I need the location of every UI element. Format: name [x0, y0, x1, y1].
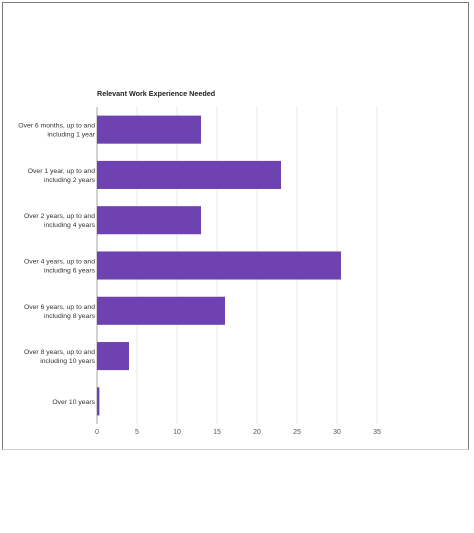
- x-tick-label: 0: [95, 429, 99, 436]
- category-labels: Over 6 months, up to and including 1 year…: [18, 123, 95, 406]
- bar-4: [97, 251, 341, 279]
- category-label: including 10 years: [40, 358, 95, 365]
- category-label: including 2 years: [44, 177, 96, 184]
- category-label: including 4 years: [44, 222, 96, 229]
- x-tick-label: 35: [373, 429, 381, 436]
- x-tick-label: 30: [333, 429, 341, 436]
- x-tick-label: 10: [173, 429, 181, 436]
- bar-7: [97, 387, 99, 415]
- x-tick-label: 20: [253, 429, 261, 436]
- category-label: Over 6 years, up to and: [24, 304, 95, 311]
- category-label: Over 6 months, up to and: [18, 123, 95, 130]
- x-tick-label: 25: [293, 429, 301, 436]
- x-axis-ticks: 0 5 10 15 20 25 30 35: [95, 429, 381, 436]
- category-label: Over 1 year, up to and: [28, 168, 95, 175]
- category-label: including 1 year: [47, 132, 95, 139]
- bar-2: [97, 161, 281, 189]
- x-tick-label: 5: [135, 429, 139, 436]
- bar-5: [97, 297, 225, 325]
- x-tick-label: 15: [213, 429, 221, 436]
- category-label: Over 8 years, up to and: [24, 349, 95, 356]
- bar-1: [97, 116, 201, 144]
- category-label: Over 4 years, up to and: [24, 259, 95, 266]
- bar-6: [97, 342, 129, 370]
- category-label: Over 10 years: [52, 399, 95, 406]
- bar-3: [97, 206, 201, 234]
- chart-title: Relevant Work Experience Needed: [97, 89, 215, 98]
- category-label: including 6 years: [44, 268, 96, 275]
- category-label: Over 2 years, up to and: [24, 213, 95, 220]
- bars: [97, 116, 341, 416]
- category-label: including 8 years: [44, 313, 96, 320]
